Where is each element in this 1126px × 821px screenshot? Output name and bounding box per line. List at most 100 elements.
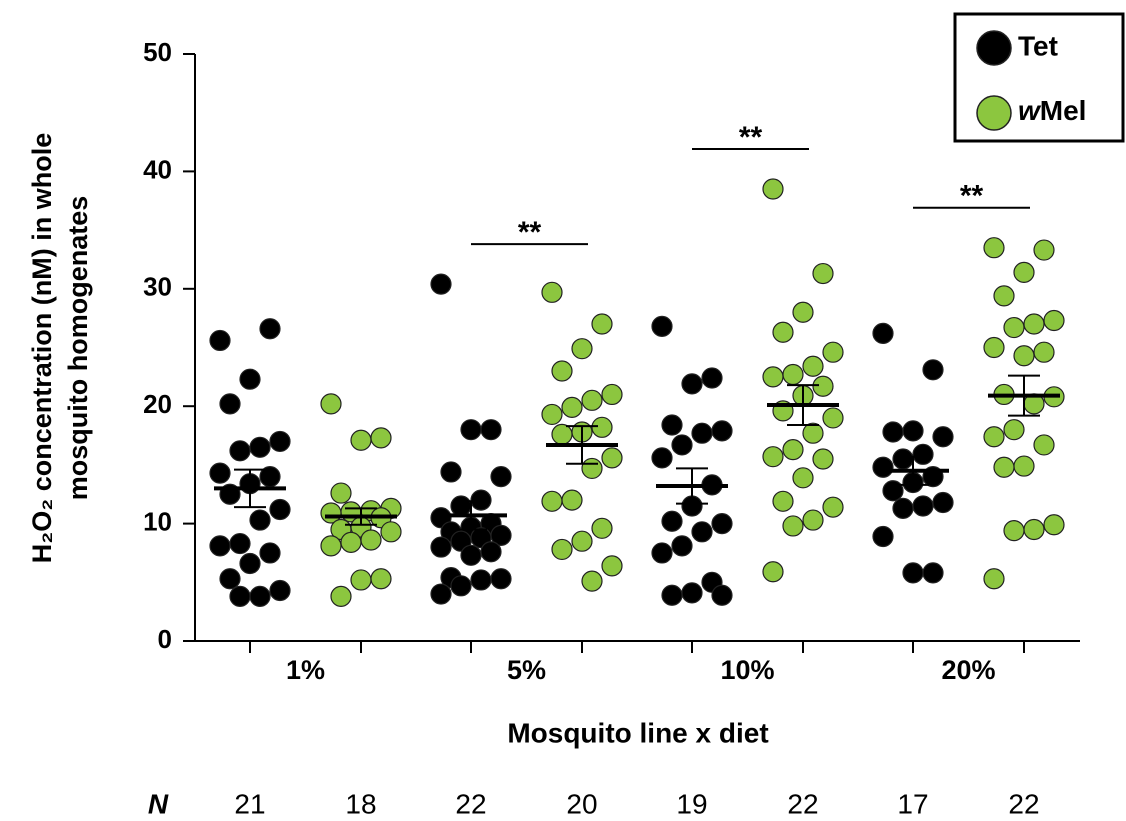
data-point <box>581 389 603 411</box>
data-point <box>591 416 613 438</box>
data-point <box>601 383 623 406</box>
data-point <box>932 426 954 448</box>
data-point <box>681 373 703 395</box>
data-point <box>1013 455 1035 477</box>
data-point <box>922 562 944 584</box>
data-point <box>1043 514 1065 536</box>
data-point <box>551 360 573 382</box>
data-point <box>450 495 472 517</box>
data-point <box>822 407 844 429</box>
legend-label: wMel <box>1018 95 1086 126</box>
data-point <box>1033 239 1055 261</box>
data-point <box>541 281 563 303</box>
data-point <box>360 529 382 551</box>
data-point <box>872 525 894 548</box>
data-point <box>551 423 573 445</box>
y-tick-label: 20 <box>143 389 172 419</box>
data-point <box>661 414 683 436</box>
data-point <box>792 301 814 323</box>
data-point <box>490 568 512 590</box>
data-point <box>691 521 713 543</box>
data-point <box>1013 261 1035 283</box>
data-point <box>651 315 673 337</box>
data-point <box>249 509 271 531</box>
n-count: 20 <box>566 788 597 819</box>
data-point <box>902 420 924 442</box>
data-point <box>541 403 563 426</box>
data-point <box>1013 345 1035 367</box>
data-point <box>892 448 914 470</box>
legend-label: Tet <box>1018 30 1058 61</box>
data-point <box>460 544 482 566</box>
data-point <box>782 363 804 386</box>
data-point <box>1023 518 1045 541</box>
data-point <box>249 585 271 607</box>
n-count: 22 <box>1008 788 1039 819</box>
data-point <box>701 367 723 389</box>
data-point <box>661 510 683 532</box>
data-point <box>691 422 713 444</box>
data-point <box>922 359 944 381</box>
y-tick-label: 40 <box>143 154 172 184</box>
significance-label: ** <box>739 121 763 154</box>
x-tick-label: 20% <box>941 655 995 685</box>
data-point <box>993 456 1015 478</box>
data-point <box>209 535 231 557</box>
data-point <box>601 447 623 469</box>
data-point <box>802 509 824 531</box>
data-point <box>450 575 472 597</box>
data-point <box>350 429 372 451</box>
data-point <box>1043 309 1065 332</box>
data-point <box>872 322 894 345</box>
significance-label: ** <box>518 216 542 249</box>
x-tick-label: 10% <box>720 655 774 685</box>
data-point <box>762 561 784 583</box>
data-point <box>561 396 583 418</box>
n-label: N <box>148 788 169 819</box>
data-point <box>460 419 482 441</box>
significance-label: ** <box>960 180 984 213</box>
data-point <box>983 336 1005 359</box>
data-point <box>882 480 904 502</box>
data-point <box>932 491 954 514</box>
data-point <box>711 420 733 442</box>
data-point <box>480 541 502 563</box>
data-point <box>320 393 342 415</box>
data-point <box>350 569 372 591</box>
data-point <box>480 419 502 441</box>
data-point <box>822 341 844 363</box>
data-point <box>370 427 392 449</box>
y-tick-label: 50 <box>143 37 172 67</box>
data-point <box>239 552 261 575</box>
data-point <box>340 531 362 553</box>
data-point <box>219 568 241 590</box>
data-point <box>591 313 613 335</box>
data-point <box>430 583 452 605</box>
n-count: 17 <box>897 788 928 819</box>
y-axis-label: mosquito homogenates <box>63 196 93 501</box>
data-point <box>802 422 824 444</box>
data-point <box>872 456 894 478</box>
data-point <box>782 439 804 461</box>
data-point <box>490 466 512 488</box>
data-point <box>430 273 452 295</box>
data-point <box>762 366 784 388</box>
data-point <box>983 237 1005 259</box>
n-count: 21 <box>234 788 265 819</box>
y-axis-label: H₂O₂ concentration (nM) in whole <box>27 133 57 563</box>
n-count: 19 <box>676 788 707 819</box>
data-point <box>380 521 402 543</box>
data-point <box>561 489 583 511</box>
data-point <box>229 440 251 462</box>
data-point <box>1003 520 1025 542</box>
y-tick-label: 10 <box>143 506 172 536</box>
data-point <box>440 461 462 483</box>
data-point <box>571 530 593 552</box>
data-point <box>812 375 834 397</box>
data-point <box>1003 419 1025 441</box>
data-point <box>239 368 261 390</box>
data-point <box>269 498 291 521</box>
y-tick-label: 30 <box>143 272 172 302</box>
data-point <box>269 579 291 602</box>
